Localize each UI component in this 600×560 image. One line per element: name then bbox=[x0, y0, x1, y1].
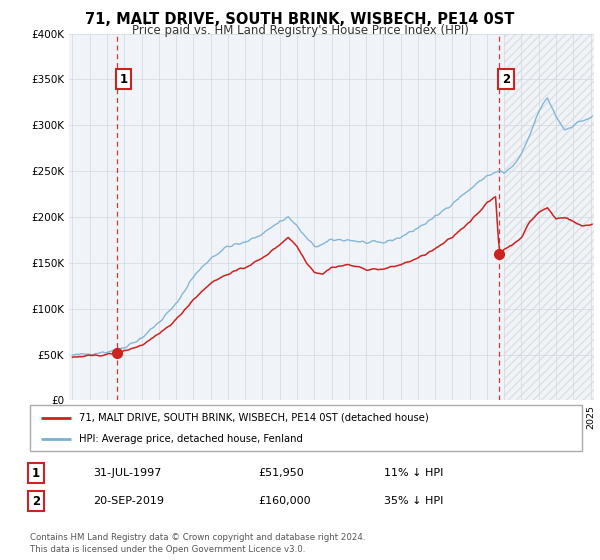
Text: 20-SEP-2019: 20-SEP-2019 bbox=[93, 496, 164, 506]
Text: 1: 1 bbox=[119, 73, 128, 86]
Text: Contains HM Land Registry data © Crown copyright and database right 2024.
This d: Contains HM Land Registry data © Crown c… bbox=[30, 533, 365, 554]
FancyBboxPatch shape bbox=[30, 405, 582, 451]
Text: HPI: Average price, detached house, Fenland: HPI: Average price, detached house, Fenl… bbox=[79, 435, 302, 444]
Text: 2: 2 bbox=[32, 494, 40, 508]
Text: 11% ↓ HPI: 11% ↓ HPI bbox=[384, 468, 443, 478]
Text: £160,000: £160,000 bbox=[258, 496, 311, 506]
Text: 35% ↓ HPI: 35% ↓ HPI bbox=[384, 496, 443, 506]
Text: 2: 2 bbox=[502, 73, 510, 86]
Text: 31-JUL-1997: 31-JUL-1997 bbox=[93, 468, 161, 478]
Bar bbox=[504, 34, 594, 400]
Text: 71, MALT DRIVE, SOUTH BRINK, WISBECH, PE14 0ST: 71, MALT DRIVE, SOUTH BRINK, WISBECH, PE… bbox=[85, 12, 515, 27]
Text: 71, MALT DRIVE, SOUTH BRINK, WISBECH, PE14 0ST (detached house): 71, MALT DRIVE, SOUTH BRINK, WISBECH, PE… bbox=[79, 413, 428, 423]
Text: £51,950: £51,950 bbox=[258, 468, 304, 478]
Text: 1: 1 bbox=[32, 466, 40, 480]
Text: Price paid vs. HM Land Registry's House Price Index (HPI): Price paid vs. HM Land Registry's House … bbox=[131, 24, 469, 37]
